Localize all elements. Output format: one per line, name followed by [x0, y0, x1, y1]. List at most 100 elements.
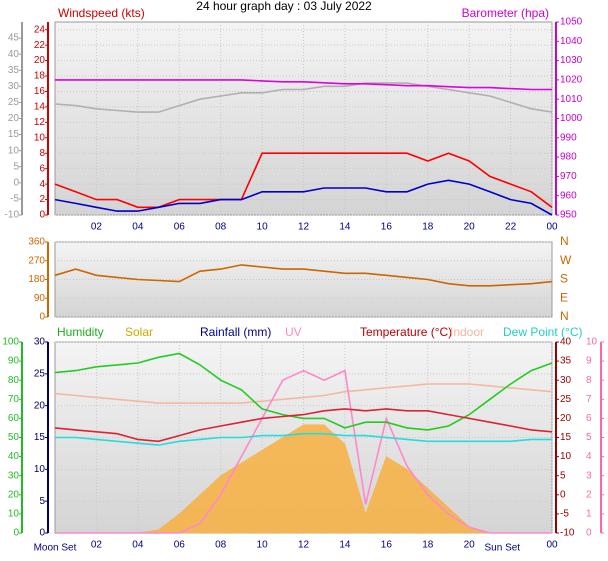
plot-background [54, 241, 553, 318]
y-tick-label: 70 [8, 394, 20, 405]
x-tick-label: 06 [174, 222, 186, 233]
y-tick-label: 1000 [560, 113, 583, 124]
line [55, 369, 552, 534]
y-tick-label: -5 [560, 509, 569, 520]
x-tick-label: 16 [381, 540, 393, 551]
y-tick-label: 360 [28, 237, 45, 248]
y-tick-label: 7 [586, 394, 592, 405]
y-tick-label: 4 [39, 179, 45, 190]
y-tick-label: 6 [586, 413, 592, 424]
compass-label: N [560, 234, 569, 248]
x-tick-label: 02 [91, 222, 103, 233]
y-tick-label: 1 [586, 509, 592, 520]
y-tick-label: 40 [560, 337, 572, 348]
x-tick-label: 06 [174, 540, 186, 551]
y-tick-label: 24 [34, 24, 46, 35]
y-tick-label: 15 [8, 129, 20, 140]
y-tick-label: 10 [34, 464, 46, 475]
y-tick-label: 9 [586, 356, 592, 367]
x-tick-label: 04 [132, 222, 144, 233]
y-tick-label: 35 [560, 356, 572, 367]
y-tick-label: 15 [560, 432, 572, 443]
compass-label: N [560, 309, 569, 323]
y-tick-label: 25 [8, 97, 20, 108]
x-tick-label: 00 [546, 222, 558, 233]
y-tick-label: 1040 [560, 36, 583, 47]
line [54, 264, 553, 287]
y-tick-label: 10 [34, 132, 46, 143]
y-tick-label: 20 [8, 113, 20, 124]
y-tick-label: 0 [586, 528, 592, 539]
y-tick-label: 100 [2, 337, 19, 348]
legend-label: Temperature (°C) [360, 325, 452, 339]
y-tick-label: 270 [28, 255, 45, 266]
x-tick-label: 12 [298, 540, 310, 551]
y-tick-label: 25 [560, 394, 572, 405]
y-tick-label: 40 [8, 49, 20, 60]
x-tick-label: 10 [257, 222, 269, 233]
y-tick-label: 6 [39, 163, 45, 174]
y-tick-label: 30 [560, 375, 572, 386]
y-tick-label: 30 [34, 337, 46, 348]
y-tick-label: 10 [8, 509, 20, 520]
y-tick-label: -5 [10, 194, 19, 205]
y-tick-label: 4 [586, 451, 592, 462]
line [54, 352, 553, 431]
x-tick-label: 16 [381, 222, 393, 233]
compass-label: W [560, 253, 572, 267]
y-tick-label: 0 [39, 312, 45, 323]
y-tick-label: 45 [8, 33, 20, 44]
y-tick-label: 12 [34, 117, 46, 128]
y-tick-label: 80 [8, 375, 20, 386]
legend-label: Indoor [450, 325, 484, 339]
line [54, 179, 553, 216]
x-tick-label: 18 [422, 222, 434, 233]
chart-title: 24 hour graph day : 03 July 2022 [196, 0, 372, 13]
y-tick-label: 5 [13, 161, 19, 172]
y-tick-label: 1030 [560, 55, 583, 66]
y-tick-label: 30 [8, 470, 20, 481]
y-tick-label: 0 [560, 489, 566, 500]
y-tick-label: 8 [39, 148, 45, 159]
axis-title: Windspeed (kts) [58, 6, 145, 20]
x-tick-label: 14 [339, 222, 351, 233]
y-tick-label: 1010 [560, 94, 583, 105]
y-tick-label: 16 [34, 86, 46, 97]
y-tick-label: 0 [13, 177, 19, 188]
x-tick-label: 20 [464, 222, 476, 233]
y-tick-label: 5 [560, 470, 566, 481]
y-tick-label: 10 [560, 451, 572, 462]
y-tick-label: 10 [8, 145, 20, 156]
x-tick-label: 12 [298, 222, 310, 233]
y-tick-label: 22 [34, 40, 46, 51]
y-tick-label: 20 [8, 489, 20, 500]
y-tick-label: 5 [39, 496, 45, 507]
y-tick-label: 30 [8, 81, 20, 92]
legend-label: Dew Point (°C) [503, 325, 582, 339]
y-tick-label: 15 [34, 432, 46, 443]
y-tick-label: 8 [586, 375, 592, 386]
y-tick-label: 35 [8, 65, 20, 76]
y-tick-label: 960 [560, 190, 577, 201]
legend-label: Rainfall (mm) [200, 325, 271, 339]
y-tick-label: 20 [34, 55, 46, 66]
x-tick-label: 00 [546, 540, 558, 551]
y-tick-label: 1020 [560, 75, 583, 86]
y-tick-label: 980 [560, 152, 577, 163]
x-tick-label: 08 [215, 222, 227, 233]
line [55, 432, 552, 446]
x-tick-label: 18 [422, 540, 434, 551]
x-tick-label: 08 [215, 540, 227, 551]
y-tick-label: 0 [39, 210, 45, 221]
x-tick-label: 04 [132, 540, 144, 551]
x-tick-label: 14 [339, 540, 351, 551]
axis-title: Barometer (hpa) [462, 6, 549, 20]
y-tick-label: -10 [560, 528, 575, 539]
y-tick-label: 2 [586, 489, 592, 500]
x-tick-label: 22 [505, 222, 517, 233]
y-tick-label: 10 [586, 337, 598, 348]
y-tick-label: 2 [39, 194, 45, 205]
y-tick-label: 990 [560, 132, 577, 143]
